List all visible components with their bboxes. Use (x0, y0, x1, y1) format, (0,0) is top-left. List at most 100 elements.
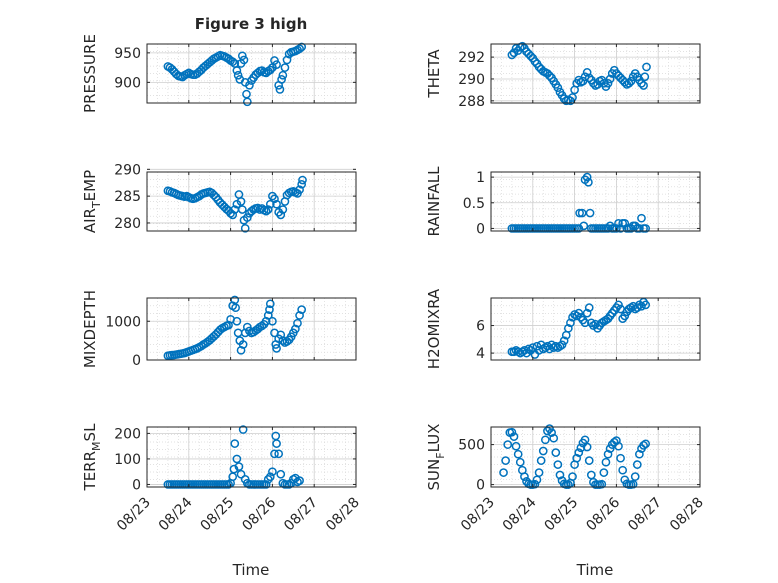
data-point (635, 449, 644, 459)
data-point (228, 472, 238, 482)
data-point (540, 435, 550, 445)
data-point (637, 301, 646, 311)
subplot-sun_flux: 0 500 08/23 08/24 08/25 08/26 08/27 08/28 SUNFLU… (425, 424, 707, 535)
subplot-rainfall: 0 0.5 1 RAINFALL (425, 166, 701, 237)
data-point (580, 318, 590, 328)
data-point (549, 433, 559, 443)
x-tick-label: 08/24 (156, 494, 196, 534)
data-point (626, 76, 636, 86)
x-tick-label: 08/28 (667, 495, 707, 535)
y-tick-label: 1 (476, 170, 485, 186)
data-point (236, 197, 246, 206)
data-point (582, 172, 592, 182)
y-tick-label: 290 (114, 162, 141, 178)
data-point (268, 467, 277, 477)
y-label-main: AIR (81, 208, 99, 233)
data-point (232, 66, 242, 75)
data-point (280, 63, 290, 72)
series-pressure (163, 42, 307, 107)
data-point (499, 468, 508, 477)
data-point (563, 480, 573, 489)
data-point (575, 208, 584, 218)
y-axis-label: H2OMIXRA (425, 288, 443, 369)
data-point (503, 440, 513, 449)
data-point (265, 299, 275, 309)
data-point (545, 71, 554, 81)
series-h2omixra (507, 297, 651, 359)
data-point (274, 449, 284, 459)
data-point (538, 446, 548, 456)
subplot-terr_msl: 0 100 200 08/23 08/24 08/25 08/26 08/27 08/28 TER… (81, 423, 363, 534)
subplot-mixdepth: 0 1000 MIXDEPTH (81, 290, 357, 369)
data-point (245, 80, 254, 90)
data-point (276, 469, 286, 479)
data-point (641, 224, 651, 233)
data-point (278, 70, 288, 80)
series-air_temp (163, 175, 307, 233)
data-point (242, 97, 252, 107)
y-axis-label: SUNFLUX (425, 424, 447, 491)
data-point (268, 316, 277, 326)
data-point (530, 57, 540, 66)
data-point (228, 210, 238, 220)
data-point (572, 453, 582, 463)
data-point (568, 472, 577, 481)
y-tick-label: 0 (476, 221, 485, 237)
data-point (574, 308, 584, 318)
data-point (574, 448, 584, 457)
y-label-subscript: T (90, 201, 103, 209)
y-label-subscript: F (434, 452, 447, 458)
data-point (563, 323, 573, 333)
x-tick-label: 08/25 (542, 495, 582, 535)
x-tick-label: 08/24 (500, 494, 540, 534)
y-tick-label: 100 (114, 452, 141, 468)
axes-box (146, 43, 357, 104)
subplot-pressure: 900 950 PRESSURE (81, 34, 357, 113)
data-point (614, 218, 623, 228)
data-point (547, 428, 556, 437)
data-point (228, 57, 238, 67)
data-point (628, 479, 638, 489)
data-point (620, 311, 630, 321)
series-theta (507, 41, 651, 106)
data-point (276, 210, 286, 220)
data-point (242, 213, 252, 222)
data-point (245, 326, 254, 336)
data-point (272, 344, 281, 353)
axes-box (490, 426, 701, 488)
y-axis-label: MIXDEPTH (81, 290, 99, 368)
y-tick-label: 500 (458, 438, 485, 454)
data-point (234, 190, 244, 199)
data-point (553, 83, 563, 93)
data-point (513, 449, 523, 459)
x-tick-label: 08/25 (198, 495, 238, 535)
data-point (298, 175, 307, 185)
data-point (601, 457, 611, 467)
data-point (209, 190, 219, 200)
data-point (641, 300, 651, 310)
data-point (630, 472, 640, 481)
data-point (509, 48, 519, 58)
data-point (618, 465, 628, 475)
y-axis-label: AIRTEMP (81, 170, 103, 233)
y-tick-label: 292 (458, 50, 485, 66)
data-point (233, 70, 243, 80)
data-point (603, 224, 613, 233)
data-point (637, 213, 646, 223)
data-point (582, 308, 592, 318)
x-axis-label-right: Time (576, 561, 614, 579)
data-point (515, 457, 525, 467)
x-tick-label: 08/28 (323, 495, 363, 535)
data-point (257, 66, 267, 75)
data-point (584, 303, 594, 312)
y-label-rest: EMP (81, 170, 99, 201)
data-point (236, 469, 246, 479)
x-tick-label: 08/27 (281, 495, 321, 535)
axes-box (146, 297, 357, 361)
data-point (584, 73, 594, 83)
data-point (518, 41, 527, 51)
data-point (507, 427, 517, 437)
data-point (568, 93, 577, 102)
data-point (566, 318, 575, 328)
